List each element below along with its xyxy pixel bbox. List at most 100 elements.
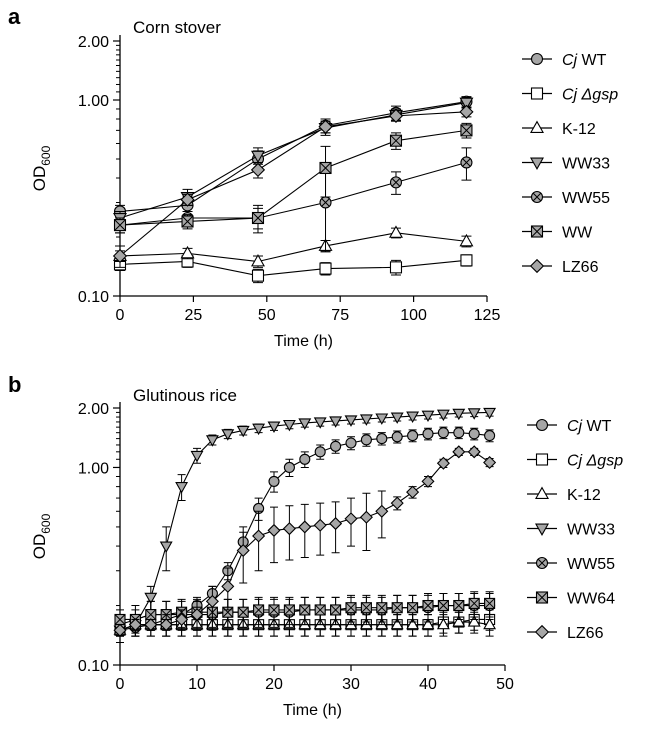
- legend-label: K-12: [567, 487, 601, 504]
- data-point: [268, 475, 280, 487]
- data-point: [437, 427, 449, 439]
- x-tick-label: 50: [496, 676, 514, 693]
- legend-label-text: WW55: [562, 190, 610, 207]
- x-tick-label: 10: [188, 676, 206, 693]
- data-point: [390, 412, 404, 424]
- legend-item: WW33: [527, 522, 615, 539]
- data-point-cross: [314, 604, 326, 616]
- data-point: [452, 408, 466, 421]
- data-point: [360, 434, 372, 446]
- data-point: [375, 504, 389, 518]
- panel-a: a Corn stover 0 25 50 75 100 125 0.10 1.00 2.00 Tim…: [8, 4, 618, 350]
- chart-title: Corn stover: [133, 18, 221, 37]
- series-Cj-Δgsp: [113, 254, 473, 284]
- legend-label-text: WT: [577, 52, 607, 69]
- data-point-cross: [407, 602, 418, 614]
- data-point-cross: [391, 602, 403, 614]
- x-axis-label: Time (h): [283, 702, 342, 719]
- series-line: [119, 111, 467, 257]
- legend-label-text: LZ66: [562, 259, 599, 276]
- data-point: [484, 430, 496, 442]
- data-point: [467, 445, 481, 459]
- data-point: [112, 248, 128, 264]
- legend-item: WW64: [527, 591, 615, 608]
- data-point: [459, 104, 474, 119]
- data-point: [221, 579, 235, 593]
- data-point-cross: [330, 604, 341, 616]
- legend-item: WW55: [522, 190, 610, 207]
- data-point: [205, 435, 219, 447]
- data-point-cross: [462, 158, 471, 167]
- legend-marker-cross: [531, 225, 543, 238]
- data-point: [406, 411, 420, 423]
- data-point: [252, 529, 266, 543]
- legend-item: WW33: [522, 156, 610, 173]
- x-tick-label: 50: [258, 307, 276, 324]
- legend-item: LZ66: [527, 624, 604, 642]
- data-point: [144, 618, 158, 632]
- data-point-cross: [253, 604, 264, 616]
- legend-item: Cj WT: [527, 418, 612, 435]
- x-tick-label: 40: [419, 676, 437, 693]
- legend-label: WW: [562, 225, 593, 242]
- data-point-cross: [268, 604, 280, 616]
- legend-label: WW55: [562, 190, 610, 207]
- legend-label: LZ66: [562, 259, 599, 276]
- data-point: [113, 623, 127, 637]
- x-tick-label: 20: [265, 676, 283, 693]
- data-point: [250, 162, 266, 177]
- data-point: [467, 408, 481, 420]
- data-point: [319, 262, 332, 275]
- data-point: [251, 150, 265, 164]
- series-line: [119, 129, 467, 226]
- data-point: [421, 410, 435, 423]
- data-point: [390, 496, 404, 510]
- data-point: [436, 456, 450, 470]
- data-point: [390, 617, 404, 630]
- data-point-cross: [321, 198, 330, 207]
- legend-marker-cross: [536, 591, 548, 604]
- data-point: [205, 594, 219, 608]
- x-tick-label: 0: [116, 676, 125, 693]
- data-point: [467, 615, 481, 627]
- data-point-cross: [468, 598, 480, 609]
- legend-marker: [534, 624, 550, 640]
- data-point: [421, 617, 435, 630]
- legend-label-text: WW33: [562, 156, 610, 173]
- data-point: [483, 455, 497, 469]
- legend-marker: [530, 157, 544, 170]
- legend-label-italic: Cj: [567, 418, 583, 435]
- data-point: [452, 445, 466, 459]
- data-point: [221, 429, 235, 441]
- y-tick-label: 1.00: [78, 93, 109, 110]
- data-point: [299, 453, 311, 465]
- panel-b: b Glutinous rice 0 10 20 30 40 50 0.10 1.00 2.00 Ti…: [8, 372, 623, 719]
- legend-label-italic: Cj Δgsp: [567, 453, 623, 470]
- data-point: [468, 428, 480, 440]
- x-tick-label: 0: [116, 307, 125, 324]
- data-point: [453, 427, 465, 439]
- legend-marker-cross: [537, 558, 547, 568]
- y-axis-label: OD600: [30, 513, 53, 559]
- series-WW33: [113, 407, 497, 643]
- data-point: [128, 618, 142, 632]
- data-point: [345, 437, 357, 449]
- series-LZ66: [112, 104, 474, 268]
- legend-label: WW33: [567, 522, 615, 539]
- y-tick-label: 2.00: [78, 401, 109, 418]
- data-point: [436, 617, 450, 630]
- y-axis-label-main: OD: [30, 166, 49, 192]
- legend-label: Cj WT: [562, 52, 607, 69]
- data-point: [459, 97, 474, 111]
- data-point: [180, 192, 195, 207]
- data-point: [329, 517, 343, 531]
- legend-marker: [535, 523, 549, 536]
- data-point: [376, 433, 388, 445]
- legend-label: Cj Δgsp: [567, 453, 623, 470]
- data-point-cross: [284, 604, 295, 616]
- legend-label-text: WW55: [567, 556, 615, 573]
- data-point-cross: [299, 604, 311, 616]
- data-point-cross: [391, 178, 401, 187]
- data-point: [298, 418, 312, 430]
- data-point: [190, 450, 204, 463]
